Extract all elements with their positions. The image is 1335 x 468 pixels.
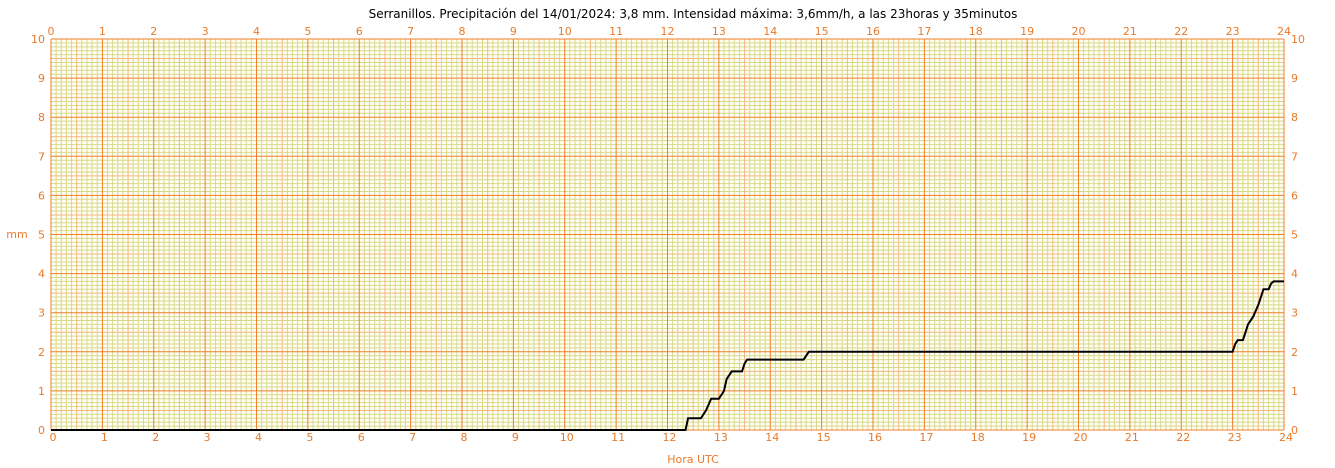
x-tick-label-top: 2	[150, 25, 157, 38]
y-tick-label-left: 7	[38, 150, 45, 163]
series-layer	[51, 280, 1284, 431]
x-tick-label-top: 19	[1020, 25, 1034, 38]
x-tick-label-bottom: 0	[50, 431, 57, 444]
x-tick-label-bottom: 23	[1228, 431, 1242, 444]
chart-title: Serranillos. Precipitación del 14/01/202…	[369, 7, 1018, 21]
x-tick-label-bottom: 8	[461, 431, 468, 444]
y-tick-label-right: 2	[1291, 346, 1298, 359]
x-tick-label-bottom: 2	[152, 431, 159, 444]
x-tick-label-bottom: 17	[919, 431, 933, 444]
y-tick-label-right: 4	[1291, 268, 1298, 281]
x-tick-label-top: 3	[202, 25, 209, 38]
y-tick-label-right: 5	[1291, 229, 1298, 242]
x-tick-label-top: 21	[1123, 25, 1137, 38]
y-tick-label-left: 4	[38, 268, 45, 281]
x-axis-label: Hora UTC	[667, 453, 719, 466]
x-tick-label-bottom: 3	[204, 431, 211, 444]
x-tick-label-bottom: 14	[765, 431, 779, 444]
x-tick-label-top: 20	[1072, 25, 1086, 38]
x-tick-label-top: 6	[356, 25, 363, 38]
series-line	[51, 280, 1284, 431]
x-tick-label-bottom: 18	[971, 431, 985, 444]
x-tick-label-top: 5	[304, 25, 311, 38]
x-tick-label-top: 8	[459, 25, 466, 38]
x-tick-label-bottom: 11	[611, 431, 625, 444]
x-tick-label-top: 13	[712, 25, 726, 38]
x-tick-label-top: 1	[99, 25, 106, 38]
x-tick-label-bottom: 15	[817, 431, 831, 444]
x-tick-label-top: 7	[407, 25, 414, 38]
x-tick-label-top: 11	[609, 25, 623, 38]
y-tick-label-left: 5	[38, 229, 45, 242]
y-tick-label-left: 2	[38, 346, 45, 359]
y-tick-label-right: 7	[1291, 150, 1298, 163]
x-tick-label-top: 10	[558, 25, 572, 38]
x-tick-label-top: 15	[815, 25, 829, 38]
x-tick-label-bottom: 24	[1279, 431, 1293, 444]
x-tick-label-bottom: 6	[358, 431, 365, 444]
x-tick-label-top: 22	[1174, 25, 1188, 38]
grid	[50, 38, 1285, 431]
x-tick-label-bottom: 9	[512, 431, 519, 444]
x-tick-label-top: 0	[48, 25, 55, 38]
x-tick-label-top: 18	[969, 25, 983, 38]
x-tick-label-top: 16	[866, 25, 880, 38]
x-tick-label-bottom: 1	[101, 431, 108, 444]
y-tick-label-left: 6	[38, 189, 45, 202]
x-tick-label-top: 4	[253, 25, 260, 38]
y-tick-label-left: 0	[38, 424, 45, 437]
y-tick-label-left: 1	[38, 385, 45, 398]
tick-labels: 0011223344556677889910101111121213131414…	[31, 25, 1305, 444]
x-tick-label-bottom: 4	[255, 431, 262, 444]
y-axis-label: mm	[6, 228, 27, 241]
y-tick-label-right: 0	[1291, 424, 1298, 437]
y-tick-label-right: 3	[1291, 307, 1298, 320]
x-tick-label-top: 9	[510, 25, 517, 38]
x-tick-label-bottom: 13	[714, 431, 728, 444]
x-tick-label-bottom: 21	[1125, 431, 1139, 444]
x-tick-label-top: 23	[1226, 25, 1240, 38]
x-tick-label-top: 12	[661, 25, 675, 38]
x-tick-label-bottom: 20	[1074, 431, 1088, 444]
x-tick-label-top: 17	[917, 25, 931, 38]
x-tick-label-top: 24	[1277, 25, 1291, 38]
x-tick-label-bottom: 7	[409, 431, 416, 444]
x-tick-label-bottom: 12	[663, 431, 677, 444]
y-tick-label-left: 8	[38, 111, 45, 124]
y-tick-label-right: 10	[1291, 33, 1305, 46]
x-tick-label-top: 14	[763, 25, 777, 38]
x-tick-label-bottom: 16	[868, 431, 882, 444]
x-tick-label-bottom: 19	[1022, 431, 1036, 444]
y-tick-label-right: 8	[1291, 111, 1298, 124]
y-tick-label-right: 9	[1291, 72, 1298, 85]
x-tick-label-bottom: 22	[1176, 431, 1190, 444]
x-tick-label-bottom: 5	[306, 431, 313, 444]
y-tick-label-left: 3	[38, 307, 45, 320]
y-tick-label-right: 1	[1291, 385, 1298, 398]
y-tick-label-right: 6	[1291, 189, 1298, 202]
y-tick-label-left: 10	[31, 33, 45, 46]
x-tick-label-bottom: 10	[560, 431, 574, 444]
y-tick-label-left: 9	[38, 72, 45, 85]
